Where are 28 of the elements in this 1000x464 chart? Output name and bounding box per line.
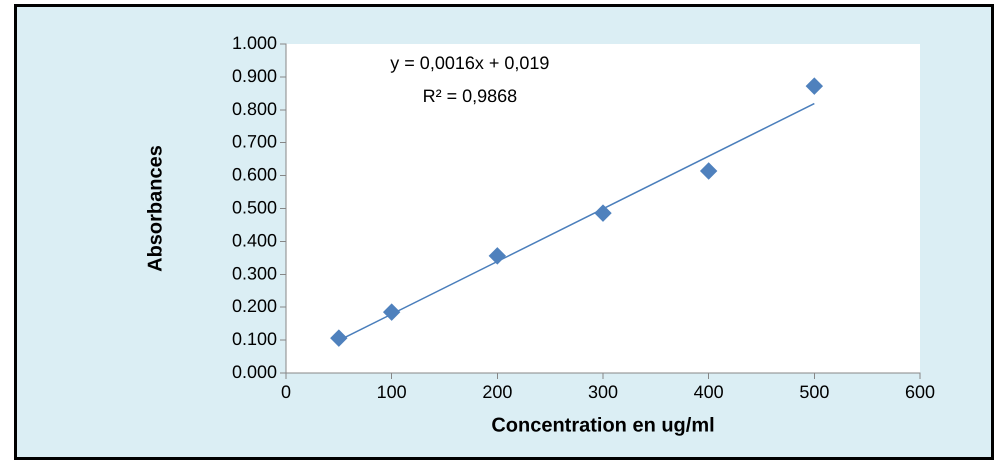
- x-tick-label: 300: [588, 382, 618, 402]
- y-tick-label: 0.400: [232, 230, 277, 250]
- x-tick-label: 400: [694, 382, 724, 402]
- point: [330, 330, 348, 347]
- y-tick-label: 0.500: [232, 197, 277, 218]
- point: [383, 304, 400, 321]
- y-tick-label: 0.600: [232, 164, 277, 185]
- annotation: R² = 0,9868: [422, 86, 518, 106]
- y-tick-label: 1.000: [232, 32, 277, 53]
- x-tick-label: 500: [799, 382, 830, 402]
- point: [594, 204, 612, 222]
- y-tick-label: 0.700: [232, 132, 277, 152]
- x-tick-label: 100: [376, 382, 407, 402]
- point: [806, 78, 823, 95]
- y-tick-label: 0.200: [232, 296, 277, 316]
- point: [488, 247, 506, 264]
- y-tick-label: 0.900: [232, 66, 277, 86]
- annotation: y = 0,0016x + 0,019: [390, 52, 550, 73]
- y-tick-label: 0.100: [232, 329, 277, 350]
- y-tick-label: 0.000: [232, 362, 277, 382]
- point: [700, 162, 718, 180]
- x-tick-label: 600: [904, 382, 936, 402]
- y-tick-label: 0.300: [232, 263, 277, 284]
- x-tick-label: 0: [280, 382, 292, 402]
- x-tick-label: 200: [482, 382, 512, 402]
- x-axis-title: Concentration en ug/ml: [491, 414, 715, 437]
- y-axis-title: Absorbances: [144, 145, 167, 272]
- y-tick-label: 0.800: [232, 98, 277, 119]
